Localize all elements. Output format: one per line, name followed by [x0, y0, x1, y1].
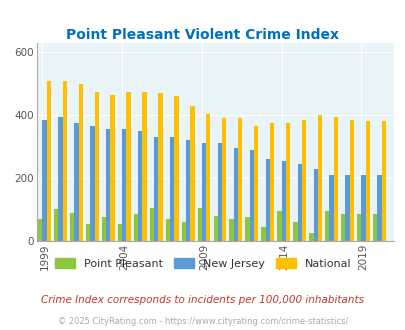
- Bar: [54, 210, 58, 241]
- Bar: [328, 175, 333, 241]
- Bar: [170, 137, 174, 241]
- Bar: [292, 222, 297, 241]
- Bar: [117, 224, 122, 241]
- Bar: [213, 216, 217, 241]
- Bar: [269, 123, 274, 241]
- Text: © 2025 CityRating.com - https://www.cityrating.com/crime-statistics/: © 2025 CityRating.com - https://www.city…: [58, 317, 347, 326]
- Bar: [360, 175, 365, 241]
- Bar: [317, 115, 321, 241]
- Bar: [153, 137, 158, 241]
- Bar: [90, 126, 94, 241]
- Bar: [165, 219, 170, 241]
- Bar: [79, 84, 83, 241]
- Bar: [222, 118, 226, 241]
- Bar: [70, 213, 74, 241]
- Bar: [110, 95, 115, 241]
- Bar: [181, 222, 185, 241]
- Bar: [254, 126, 258, 241]
- Bar: [229, 219, 233, 241]
- Bar: [309, 233, 313, 241]
- Bar: [74, 123, 79, 241]
- Bar: [372, 214, 376, 241]
- Bar: [138, 131, 142, 241]
- Bar: [142, 92, 146, 241]
- Bar: [122, 129, 126, 241]
- Bar: [158, 93, 162, 241]
- Bar: [62, 81, 67, 241]
- Bar: [126, 92, 130, 241]
- Bar: [313, 169, 317, 241]
- Bar: [324, 211, 328, 241]
- Bar: [217, 144, 222, 241]
- Bar: [237, 118, 242, 241]
- Bar: [38, 219, 42, 241]
- Bar: [42, 120, 47, 241]
- Bar: [58, 117, 62, 241]
- Bar: [281, 161, 285, 241]
- Bar: [249, 150, 254, 241]
- Bar: [190, 106, 194, 241]
- Bar: [261, 227, 265, 241]
- Bar: [340, 214, 345, 241]
- Bar: [206, 114, 210, 241]
- Bar: [149, 208, 153, 241]
- Bar: [365, 121, 369, 241]
- Bar: [265, 159, 269, 241]
- Bar: [285, 123, 290, 241]
- Bar: [333, 117, 337, 241]
- Bar: [106, 129, 110, 241]
- Bar: [201, 144, 206, 241]
- Bar: [376, 175, 381, 241]
- Bar: [47, 81, 51, 241]
- Bar: [197, 208, 201, 241]
- Bar: [102, 217, 106, 241]
- Bar: [94, 92, 98, 241]
- Bar: [245, 217, 249, 241]
- Bar: [174, 96, 178, 241]
- Bar: [381, 121, 385, 241]
- Bar: [86, 224, 90, 241]
- Bar: [345, 175, 349, 241]
- Bar: [277, 211, 281, 241]
- Bar: [356, 214, 360, 241]
- Bar: [349, 120, 353, 241]
- Bar: [233, 148, 237, 241]
- Bar: [297, 164, 301, 241]
- Text: Point Pleasant Violent Crime Index: Point Pleasant Violent Crime Index: [66, 28, 339, 42]
- Text: Crime Index corresponds to incidents per 100,000 inhabitants: Crime Index corresponds to incidents per…: [41, 295, 364, 305]
- Bar: [185, 140, 190, 241]
- Bar: [133, 214, 138, 241]
- Bar: [301, 120, 305, 241]
- Legend: Point Pleasant, New Jersey, National: Point Pleasant, New Jersey, National: [50, 254, 355, 273]
